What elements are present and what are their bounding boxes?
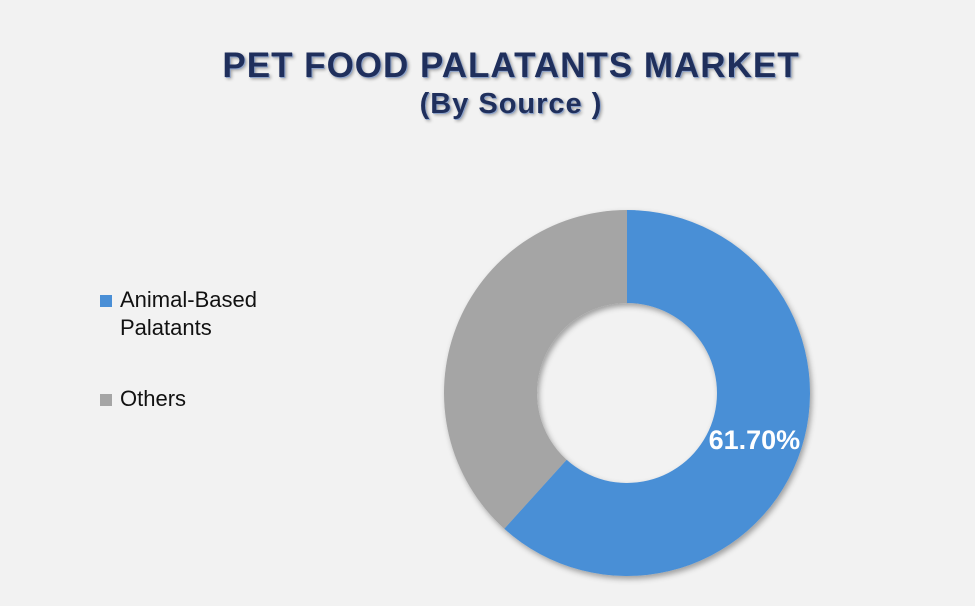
chart-title: PET FOOD PALATANTS MARKET: [222, 46, 800, 85]
data-label: 61.70%: [709, 425, 801, 455]
legend-item: Animal-Based Palatants: [100, 286, 300, 342]
legend-label: Animal-Based Palatants: [120, 287, 257, 340]
donut-segment: [504, 210, 810, 576]
legend-swatch: [100, 295, 112, 307]
donut: [443, 210, 810, 576]
chart-subtitle: (By Source ): [419, 88, 603, 120]
donut-segment: [443, 210, 627, 529]
legend-item: Others: [100, 385, 300, 413]
legend-swatch: [100, 394, 112, 406]
legend: Animal-Based Palatants Others: [100, 286, 300, 413]
legend-label: Others: [120, 386, 187, 411]
